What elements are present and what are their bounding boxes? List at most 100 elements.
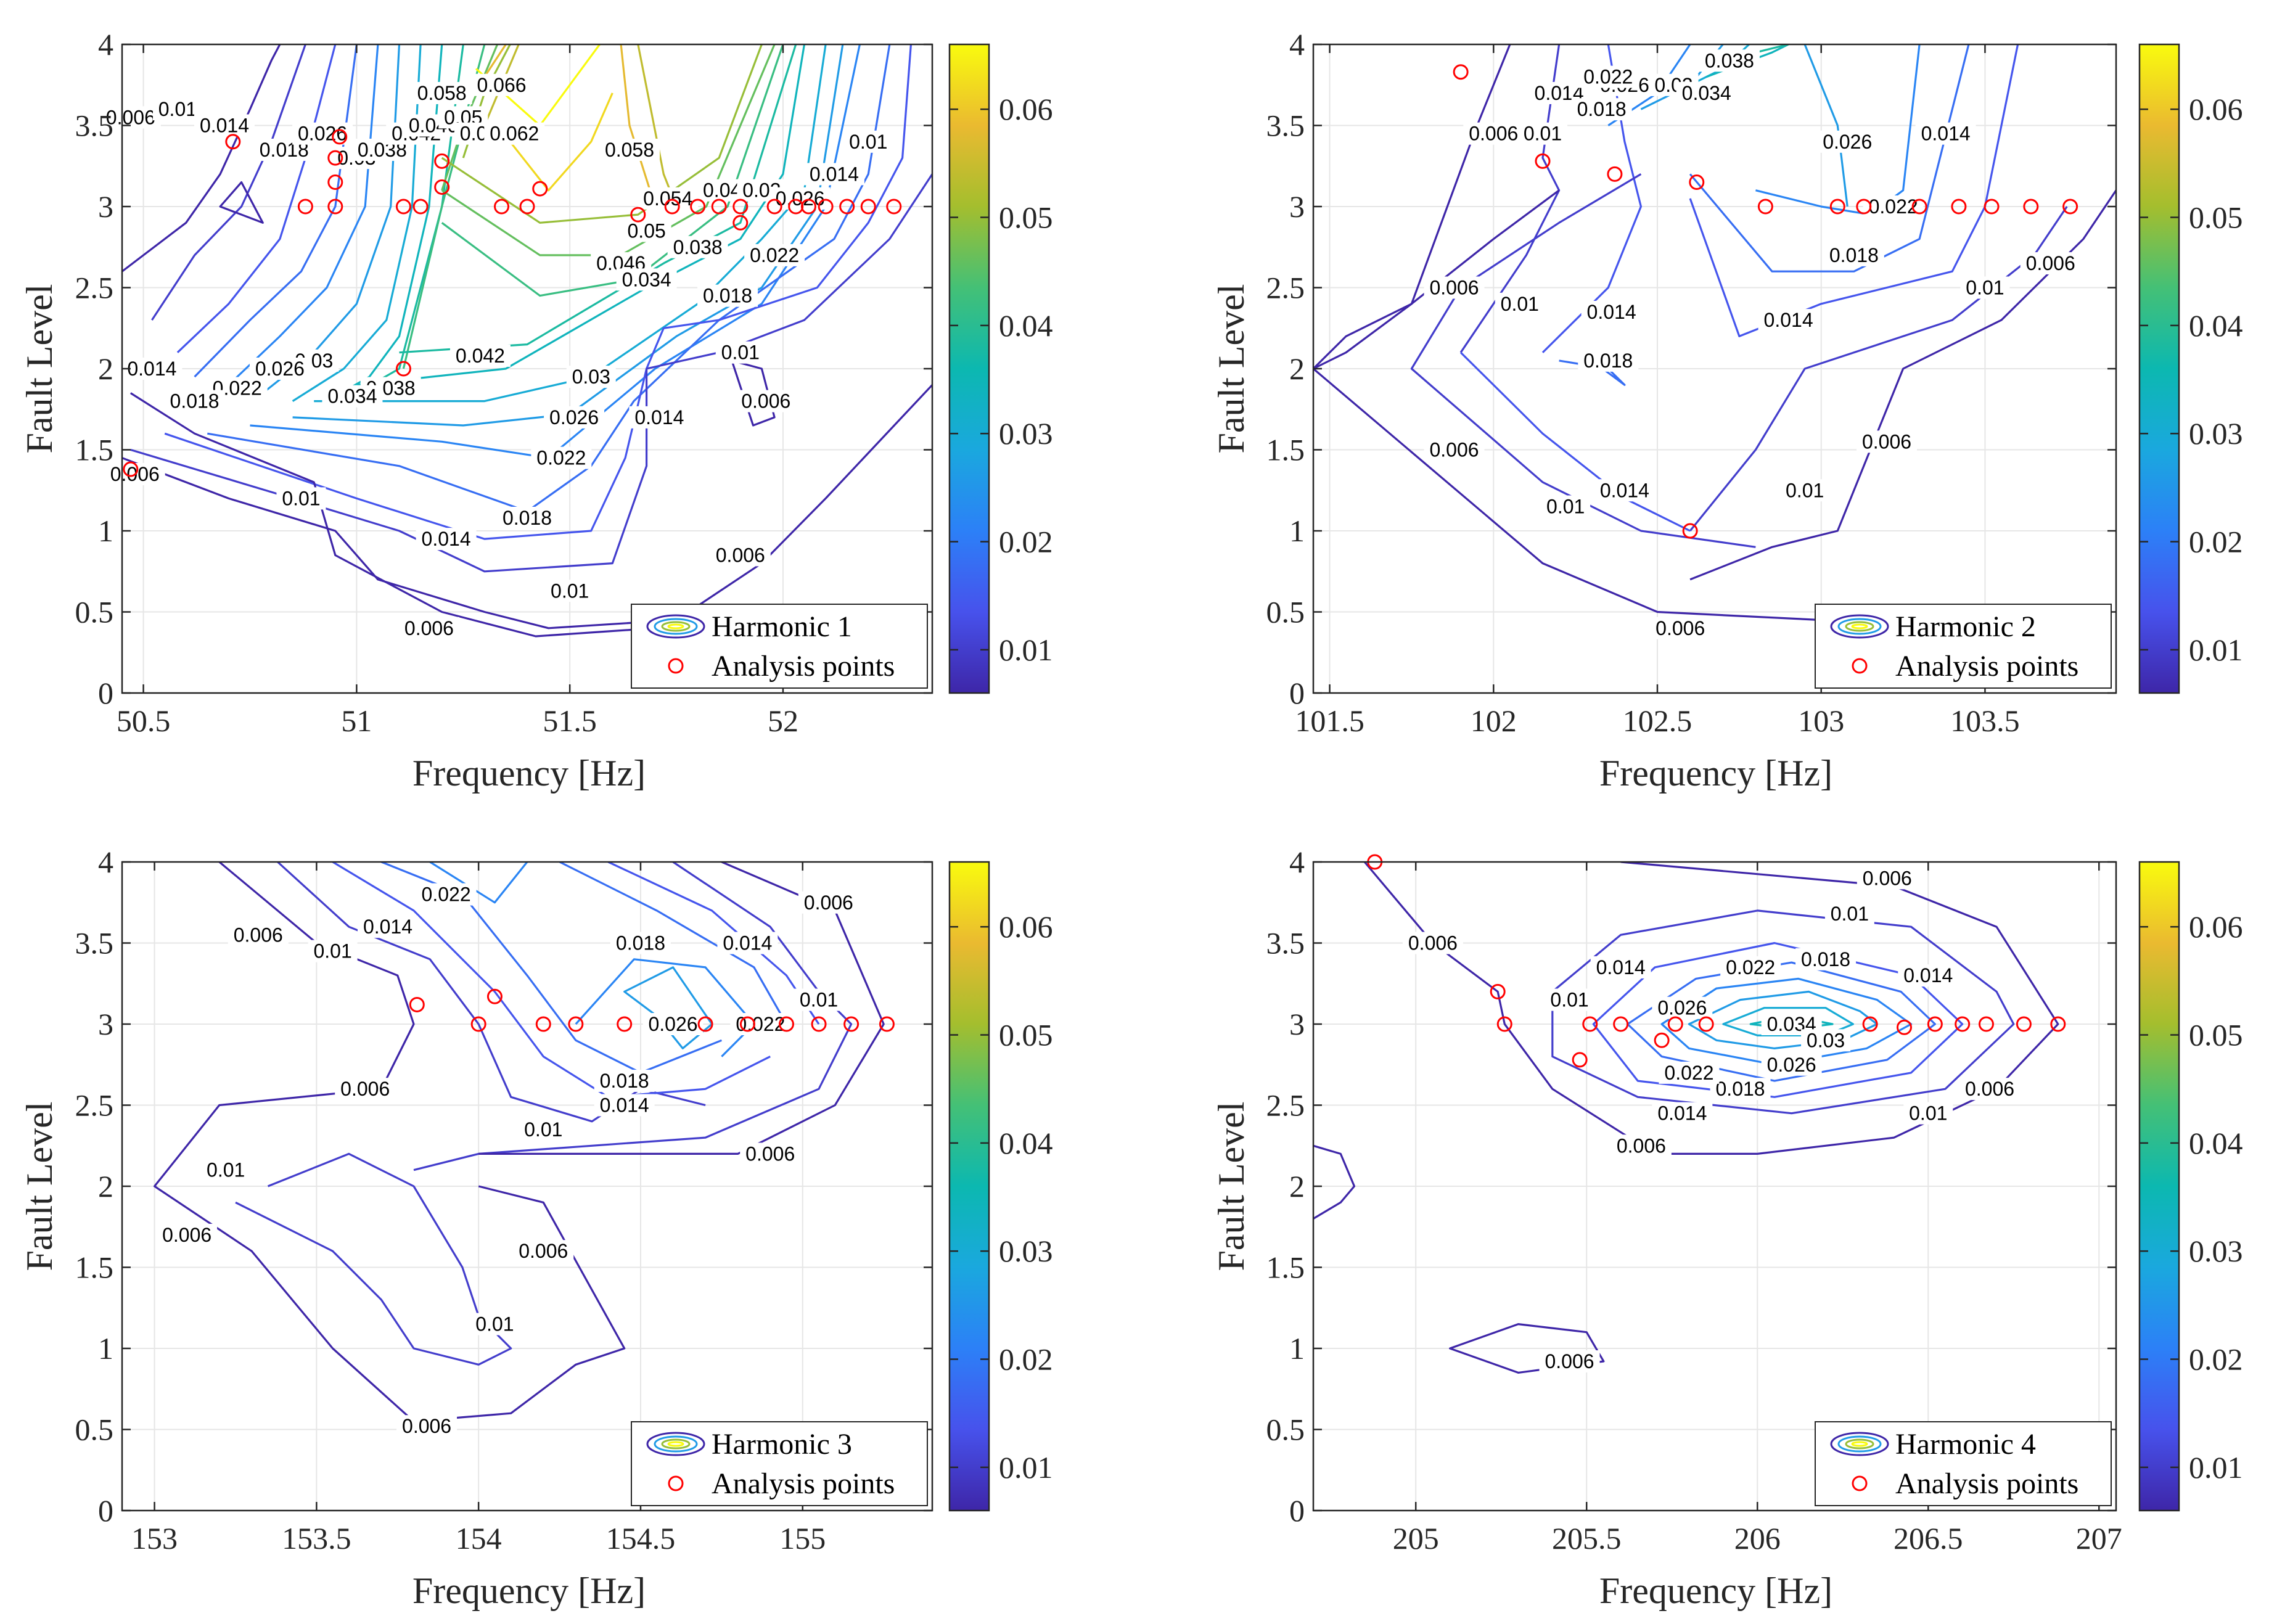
contour-line <box>1722 1007 1854 1037</box>
contour-line <box>1689 206 2068 532</box>
y-tick-label: 4 <box>1289 845 1305 879</box>
y-tick-label: 4 <box>98 845 113 879</box>
contour-label-bg <box>1780 479 1830 502</box>
analysis-point <box>1613 1016 1629 1032</box>
y-tick-label: 0 <box>98 1493 113 1528</box>
contour-label-bg <box>545 580 595 602</box>
contour-label: 0.01 <box>524 1118 562 1141</box>
legend-contour-icon <box>1830 614 1889 639</box>
x-tick-label: 205.5 <box>1552 1521 1622 1556</box>
contour-label: 0.01 <box>721 342 760 364</box>
legend-contour-icon <box>667 1441 684 1447</box>
y-tick-label: 3 <box>98 1007 113 1041</box>
contour-label-bg <box>544 406 605 429</box>
analysis-point <box>1829 199 1845 215</box>
analysis-point <box>1984 199 2000 215</box>
analysis-point <box>1496 1016 1512 1032</box>
x-tick-label: 207 <box>2076 1521 2122 1556</box>
contour-label-bg <box>1710 1078 1771 1101</box>
legend: Harmonic 4 Analysis points <box>1815 1421 2112 1506</box>
contour-label: 0.006 <box>340 1078 390 1100</box>
contour-label-bg <box>1402 932 1463 954</box>
contour-line <box>176 44 337 353</box>
y-tick-label: 0.5 <box>1266 595 1305 630</box>
y-tick-label: 1.5 <box>75 1250 114 1285</box>
legend-marker-icon <box>668 658 684 674</box>
contour-label: 0.014 <box>127 358 176 380</box>
analysis-point <box>1572 1052 1588 1068</box>
y-tick-label: 1 <box>1289 514 1305 548</box>
legend-contour-icon <box>654 618 698 635</box>
contour-label-bg <box>667 236 728 258</box>
legend-contour-icon <box>646 1432 705 1456</box>
contour-line <box>441 44 763 224</box>
analysis-point <box>434 179 450 195</box>
contour-label-bg <box>1578 349 1639 372</box>
contour-line <box>356 44 464 394</box>
legend-entry-harmonic: Harmonic 4 <box>1895 1428 2036 1461</box>
contour-label: 0.006 <box>745 1142 795 1165</box>
analysis-point <box>879 1016 895 1032</box>
y-tick-label: 0 <box>98 676 113 710</box>
contour-label-bg <box>594 1094 655 1117</box>
contour-line <box>207 44 891 513</box>
contour-label-bg <box>157 1223 218 1246</box>
colorbar: 0.01 0.02 0.03 0.04 0.05 0.06 <box>948 861 1053 1512</box>
analysis-point <box>1490 983 1506 999</box>
contour-label: 0.006 <box>1965 1078 2014 1100</box>
analysis-point <box>2023 199 2039 215</box>
analysis-point <box>327 199 343 215</box>
y-tick-label: 0 <box>1289 676 1305 710</box>
contour-label-bg <box>1795 948 1857 970</box>
contour-label-bg <box>449 344 511 367</box>
analysis-point <box>766 199 782 215</box>
contour-label: 0.018 <box>170 390 220 412</box>
legend-contour-icon <box>661 621 691 632</box>
contour-label-bg <box>194 114 255 137</box>
analysis-point <box>327 150 343 166</box>
contour-label-bg <box>1541 495 1591 518</box>
colorbar-tick-label: 0.04 <box>999 1126 1053 1160</box>
contour-label-bg <box>769 187 831 210</box>
contour-label-bg <box>1495 292 1545 315</box>
contour-label: 0.01 <box>158 98 197 120</box>
legend-contour-icon <box>1837 618 1882 635</box>
contour-label-bg <box>566 366 616 388</box>
analysis-point <box>2062 199 2078 215</box>
y-tick-label: 3.5 <box>1266 109 1305 143</box>
y-tick-label: 1 <box>98 514 113 548</box>
contour-line <box>130 173 932 573</box>
contour-label-bg <box>292 122 353 145</box>
legend-entry-analysis-points: Analysis points <box>1895 650 2078 683</box>
contour-label: 0.014 <box>1921 123 1971 145</box>
contour-label-bg <box>744 244 805 266</box>
contour-line <box>559 862 787 1025</box>
legend-contour-icon <box>654 1435 698 1453</box>
x-tick-label: 154.5 <box>606 1521 676 1556</box>
colorbar-tick-label: 0.03 <box>2189 1234 2243 1268</box>
contour-line <box>413 862 853 1171</box>
colorbar-tick-label: 0.04 <box>2189 308 2243 343</box>
contour-line <box>1551 909 2015 1115</box>
contour-label: 0.006 <box>1656 617 1705 639</box>
analysis-point <box>1689 174 1705 191</box>
analysis-point <box>697 1016 713 1032</box>
y-tick-label: 2 <box>1289 1169 1305 1204</box>
contour-label-bg <box>411 81 472 104</box>
contour-label-bg <box>1571 98 1632 121</box>
contour-line <box>235 1152 512 1366</box>
analysis-point <box>1955 1016 1971 1032</box>
contour-label: 0.018 <box>1577 98 1627 120</box>
contour-label: 0.022 <box>750 244 799 266</box>
colorbar-tick-label: 0.04 <box>999 308 1053 343</box>
contour-label-bg <box>497 506 557 529</box>
contour-label-bg <box>276 487 326 510</box>
x-tick-label: 206 <box>1734 1521 1781 1556</box>
analysis-point <box>1535 153 1551 169</box>
contour-label: 0.034 <box>622 268 671 290</box>
x-tick-label: 51.5 <box>543 703 597 738</box>
contour-label: 0.026 <box>255 358 305 380</box>
y-tick-label: 4 <box>1289 27 1305 62</box>
analysis-point <box>2016 1016 2032 1032</box>
contour-line <box>122 384 932 630</box>
